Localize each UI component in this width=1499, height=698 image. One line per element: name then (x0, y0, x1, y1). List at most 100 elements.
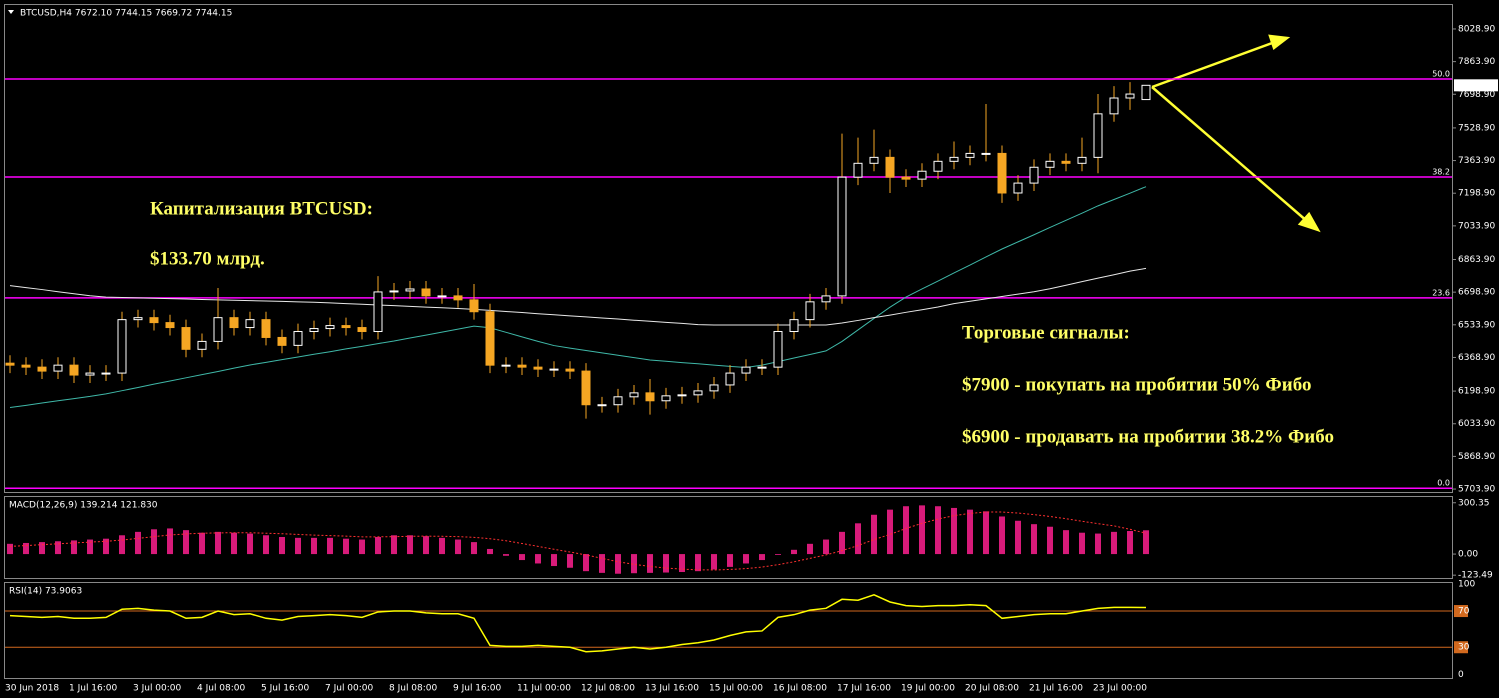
fibo-label: 38.2 (1432, 167, 1450, 176)
candle-body (757, 366, 767, 369)
histogram-bar (359, 539, 365, 555)
histogram-bar (1079, 532, 1085, 555)
histogram-bar (615, 554, 621, 574)
candle-body (773, 331, 783, 368)
histogram-bar (695, 554, 701, 572)
candle-body (1141, 84, 1151, 101)
candle-body (293, 331, 303, 346)
histogram-bar (887, 509, 893, 555)
histogram-bar (1047, 526, 1053, 555)
histogram-bar (247, 533, 253, 555)
x-tick-label: 5 Jul 16:00 (261, 684, 310, 694)
histogram-bar (375, 536, 381, 555)
histogram-bar (71, 540, 77, 555)
x-tick-label: 30 Jun 2018 (5, 684, 59, 694)
histogram-bar (391, 535, 397, 555)
arrow-head (1297, 211, 1321, 233)
candle-body (149, 317, 159, 324)
histogram-bar (1095, 533, 1101, 555)
candle-body (1093, 113, 1103, 158)
candle-body (693, 390, 703, 396)
histogram-bar (1063, 530, 1069, 555)
y-tick-label: 6033.90 (1458, 419, 1495, 429)
candle-body (917, 170, 927, 180)
y-tick-label: 7698.90 (1458, 90, 1495, 100)
level-tag (1454, 641, 1468, 654)
y-tick-label: -123.49 (1458, 571, 1493, 581)
candle-body (853, 162, 863, 178)
histogram-bar (423, 536, 429, 555)
candle-body (261, 319, 271, 338)
candle-body (5, 362, 15, 366)
histogram-bar (983, 511, 989, 555)
x-tick-label: 11 Jul 00:00 (517, 684, 571, 694)
candle-body (85, 372, 95, 376)
candle-body (901, 176, 911, 180)
candle-body (341, 325, 351, 329)
histogram-bar (455, 539, 461, 555)
histogram-bar (1143, 530, 1149, 555)
candle-body (469, 299, 479, 313)
y-tick-label: 100 (1458, 579, 1475, 589)
histogram-bar (1031, 524, 1037, 555)
histogram-bar (279, 536, 285, 555)
moving-average (9, 267, 1147, 326)
y-tick-label: 6698.90 (1458, 288, 1495, 298)
histogram-bar (631, 554, 637, 574)
candle-body (1045, 160, 1055, 168)
candle-body (165, 322, 175, 329)
candle-body (309, 328, 319, 333)
histogram-bar (935, 506, 941, 555)
histogram-bar (759, 554, 765, 561)
y-tick-label: 0 (1458, 670, 1464, 680)
candle-body (533, 366, 543, 370)
y-tick-label: 7198.90 (1458, 189, 1495, 199)
histogram-bar (231, 532, 237, 555)
candle-body (277, 336, 287, 346)
candle-body (613, 396, 623, 406)
annotation: $7900 - покупать на пробитии 50% Фибо (962, 374, 1311, 395)
histogram-bar (599, 554, 605, 573)
histogram-bar (551, 554, 557, 567)
y-tick-label: 300.35 (1458, 498, 1490, 508)
candle-body (229, 317, 239, 329)
candle-body (677, 394, 687, 397)
candle-body (1029, 166, 1039, 184)
candle-body (1061, 160, 1071, 164)
histogram-bar (951, 507, 957, 555)
candle-body (661, 395, 671, 402)
histogram-bar (679, 554, 685, 573)
candle-body (53, 364, 63, 372)
candle-body (517, 364, 527, 368)
y-tick-label: 6533.90 (1458, 320, 1495, 330)
y-tick-label: 70 (1458, 607, 1470, 617)
histogram-bar (823, 539, 829, 555)
histogram-bar (1127, 531, 1133, 555)
histogram-bar (871, 514, 877, 555)
histogram-bar (327, 537, 333, 555)
candle-body (789, 319, 799, 333)
moving-average (9, 186, 1147, 408)
histogram-bar (743, 554, 749, 564)
candle-body (885, 156, 895, 178)
x-tick-label: 20 Jul 08:00 (965, 684, 1019, 694)
histogram-bar (55, 541, 61, 555)
candle-body (981, 152, 991, 155)
candle-body (117, 319, 127, 374)
candle-body (837, 176, 847, 297)
annotation: $133.70 млрд. (150, 248, 265, 269)
histogram-bar (103, 538, 109, 555)
candle-body (357, 327, 367, 333)
rsi-line (9, 593, 1147, 653)
x-tick-label: 13 Jul 16:00 (645, 684, 699, 694)
fibo-label: 0.0 (1437, 479, 1450, 488)
candle-body (1109, 97, 1119, 115)
histogram-bar (1015, 520, 1021, 555)
candle-body (1125, 93, 1135, 99)
histogram-bar (199, 532, 205, 555)
signal-line (9, 511, 1147, 571)
arrow-head (1268, 34, 1291, 51)
histogram-bar (839, 531, 845, 555)
candle-body (965, 152, 975, 158)
histogram-bar (295, 537, 301, 555)
